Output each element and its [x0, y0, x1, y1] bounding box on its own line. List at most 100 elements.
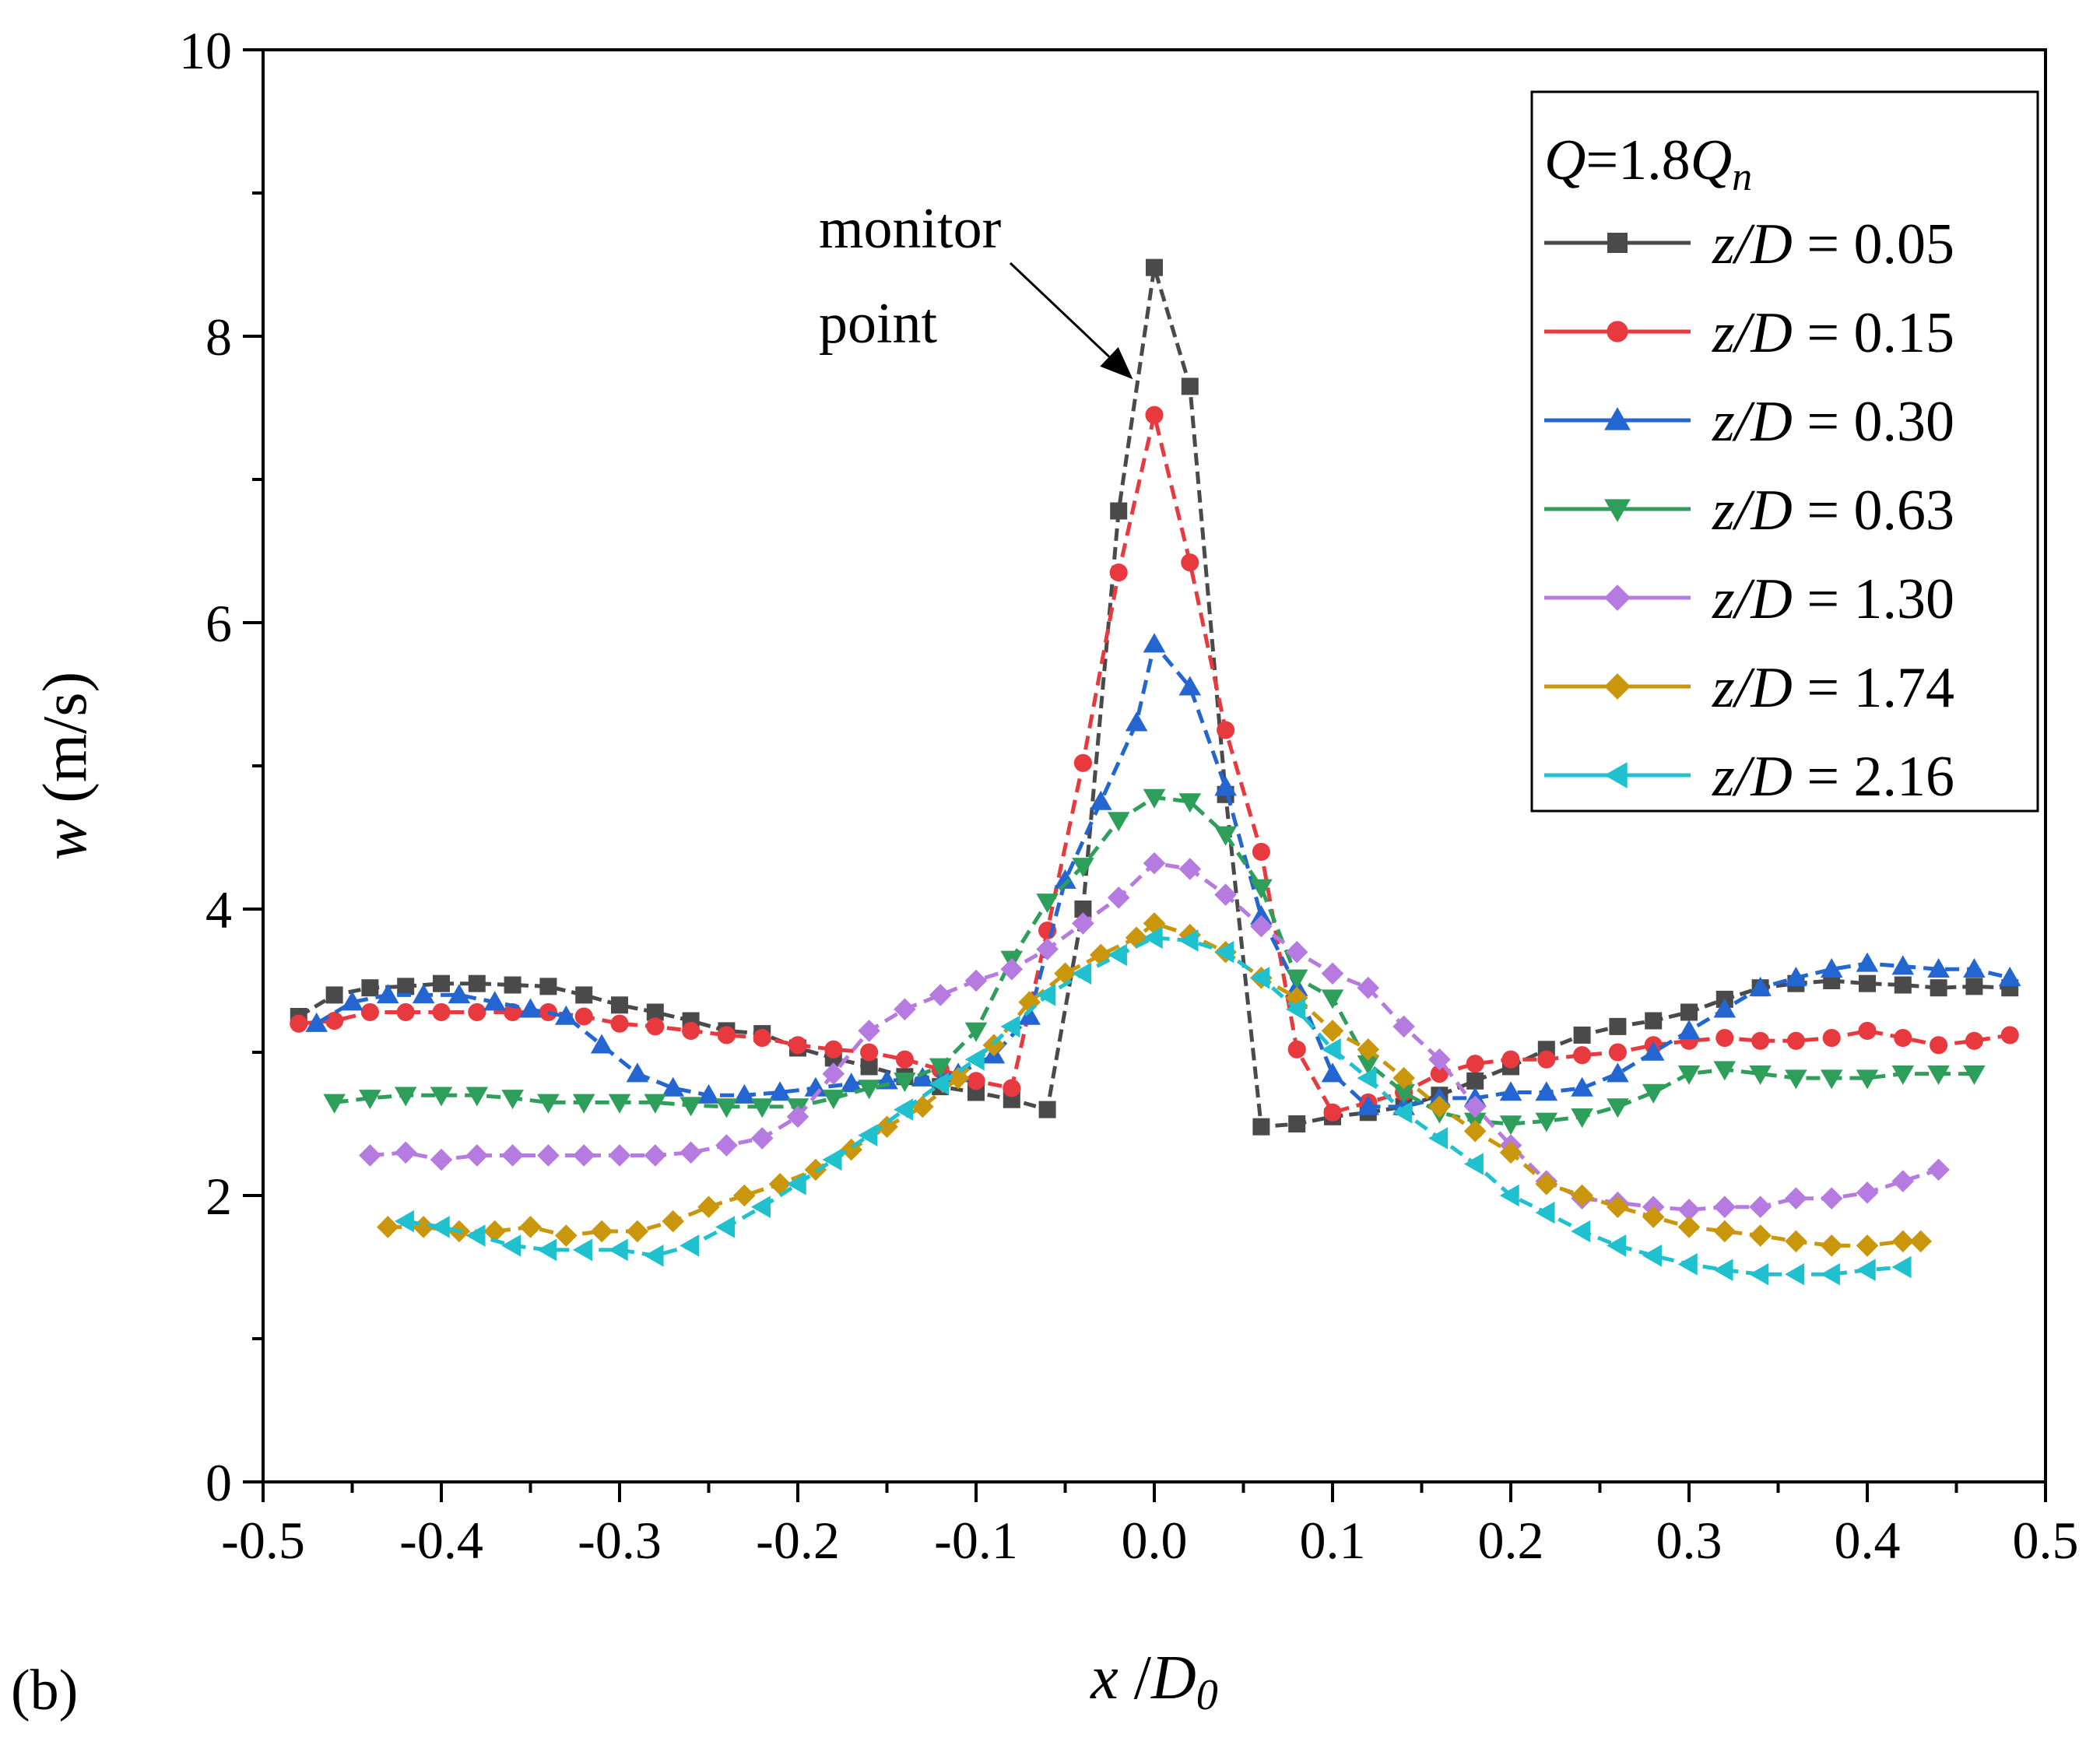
data-point [662, 1210, 684, 1233]
x-axis-sep: / [1118, 1644, 1152, 1712]
data-point [1321, 1038, 1341, 1061]
data-point [1145, 406, 1164, 424]
data-point [1250, 967, 1270, 989]
data-point [1252, 842, 1270, 861]
series-6 [377, 912, 1932, 1257]
legend-marker [1604, 585, 1631, 611]
data-point [1143, 788, 1166, 809]
data-point [1463, 1153, 1484, 1175]
data-point [750, 1195, 771, 1219]
legend-item: z/D = 0.15 [1544, 301, 1954, 365]
x-tick-label: 0.3 [1656, 1511, 1722, 1570]
data-point [501, 1090, 524, 1110]
data-point [1074, 901, 1092, 918]
data-point [394, 1141, 417, 1164]
legend-item: z/D = 0.30 [1544, 390, 1954, 454]
data-point [1713, 1220, 1737, 1243]
data-point [377, 984, 399, 1004]
data-point [1250, 879, 1273, 899]
data-point [1571, 1220, 1591, 1243]
data-point [1820, 1187, 1843, 1210]
data-point [1090, 790, 1112, 810]
legend-label-var: z/D [1712, 212, 1793, 276]
data-point [1965, 978, 1983, 995]
data-point [1428, 1095, 1451, 1118]
data-point [1036, 938, 1059, 960]
data-point [1909, 1230, 1932, 1253]
data-point [1749, 1262, 1769, 1286]
data-point [860, 1043, 879, 1062]
legend: Q=1.8Qn z/D = 0.05z/D = 0.15z/D = 0.30z/… [1530, 90, 2039, 813]
series-layer [290, 258, 2021, 1286]
panel-label: (b) [11, 1659, 78, 1722]
data-point [1820, 1262, 1840, 1286]
data-point [682, 1021, 701, 1040]
data-point [1856, 1181, 1879, 1204]
data-point [432, 1002, 451, 1022]
series-line [334, 795, 1975, 1126]
data-point [644, 1244, 664, 1267]
data-point [1499, 1115, 1522, 1136]
data-point [1609, 1017, 1627, 1035]
data-point [1181, 377, 1199, 395]
data-point [1537, 1050, 1556, 1069]
data-point [967, 1072, 985, 1090]
data-point [1645, 1012, 1663, 1030]
legend-items: z/D = 0.05z/D = 0.15z/D = 0.30z/D = 0.63… [1544, 212, 1954, 809]
data-point [626, 1062, 649, 1083]
y-axis-var: w [31, 819, 100, 860]
legend-label-var: z/D [1712, 745, 1793, 809]
legend-label-var: z/D [1712, 656, 1793, 720]
legend-label-var: z/D [1712, 390, 1793, 454]
data-point [1891, 1255, 1912, 1279]
data-point [1428, 1127, 1449, 1150]
data-point [519, 1216, 542, 1238]
data-point [1713, 1259, 1733, 1281]
data-point [572, 1144, 595, 1167]
data-point [1499, 1081, 1522, 1101]
legend-item: z/D = 0.05 [1544, 212, 1954, 276]
legend-label: z/D = 1.74 [1712, 656, 1954, 720]
data-point [537, 1144, 560, 1167]
x-tick-label: -0.1 [934, 1511, 1018, 1570]
data-point [1321, 989, 1344, 1009]
data-point [822, 1090, 845, 1110]
x-tick-label: 0.4 [1835, 1511, 1901, 1570]
legend-label: z/D = 1.30 [1712, 567, 1954, 631]
legend-item: z/D = 2.16 [1544, 745, 1954, 809]
data-point [858, 1124, 878, 1147]
data-point [1073, 753, 1092, 772]
data-point [1357, 1066, 1377, 1090]
data-point [1288, 1115, 1306, 1132]
data-point [626, 1220, 649, 1243]
data-point [1287, 1040, 1306, 1059]
data-point [750, 1127, 774, 1150]
data-point [1501, 1050, 1520, 1069]
series-5 [359, 851, 1950, 1221]
data-point [1285, 969, 1308, 989]
data-point [697, 1195, 720, 1219]
data-point [359, 1144, 381, 1167]
legend-label-value: = 2.16 [1793, 745, 1954, 809]
legend-marker [1607, 321, 1628, 342]
data-point [1607, 1234, 1627, 1257]
data-point [1214, 776, 1237, 796]
data-point [768, 1081, 792, 1101]
legend-label-value: = 1.30 [1793, 567, 1954, 631]
data-point [1785, 1069, 1807, 1090]
data-point [662, 1076, 684, 1097]
data-point [608, 1238, 628, 1262]
legend-item: z/D = 1.30 [1544, 567, 1954, 631]
data-point [1181, 553, 1199, 572]
data-point [1856, 1259, 1876, 1281]
data-point [1998, 967, 2021, 987]
data-point [858, 1020, 880, 1042]
data-point [359, 1090, 381, 1110]
data-point [1321, 1020, 1344, 1042]
data-point [1785, 1262, 1805, 1286]
data-point [680, 1141, 702, 1164]
data-point [1214, 883, 1237, 906]
data-point [1535, 1201, 1555, 1224]
legend-label-value: = 0.15 [1793, 301, 1954, 365]
data-point [733, 1184, 756, 1207]
